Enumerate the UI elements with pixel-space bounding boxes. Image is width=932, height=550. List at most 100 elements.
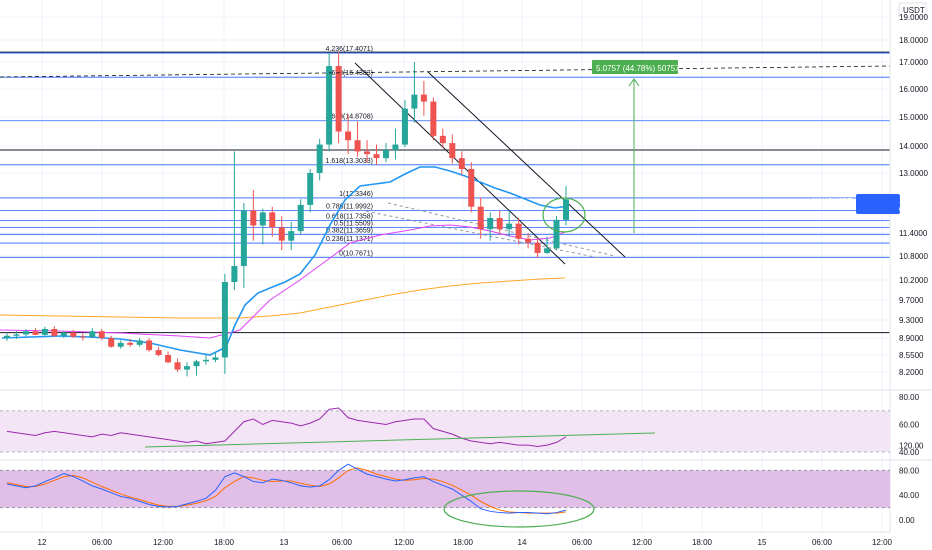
candle-body[interactable] <box>117 342 124 347</box>
target-label: 5.0757 (44.78%) 50757 <box>596 64 680 73</box>
stoch-rsi-pane[interactable]: 120.00 80.00 40.00 0.00 <box>0 442 932 528</box>
stoch-d-line[interactable] <box>6 467 567 514</box>
rsi-tick-label: 60.00 <box>899 421 920 430</box>
candle-body[interactable] <box>401 108 408 145</box>
fib-level-label: 0.382(11.3659) <box>326 227 373 234</box>
candle-body[interactable] <box>278 227 285 241</box>
time-tick-label: 18:00 <box>214 538 235 547</box>
price-tick-label: 9.7000 <box>899 296 924 305</box>
fib-level-label: 0.618(11.7358) <box>326 213 373 220</box>
candle-body[interactable] <box>534 242 541 253</box>
candle-body[interactable] <box>563 199 569 220</box>
time-axis[interactable]: 12 06:00 12:00 18:00 13 06:00 12:00 18:00 14 06:0… <box>0 531 893 547</box>
candle-body[interactable] <box>477 206 484 230</box>
candle-body[interactable] <box>60 332 67 336</box>
candle-body[interactable] <box>146 340 153 351</box>
candle-body[interactable] <box>544 248 551 253</box>
candle-body[interactable] <box>468 168 475 207</box>
target-arrow-icon <box>628 78 640 87</box>
candle-body[interactable] <box>89 331 96 338</box>
candle-body[interactable] <box>525 238 532 243</box>
candle-body[interactable] <box>316 144 323 173</box>
candle-body[interactable] <box>212 357 219 360</box>
candle-body[interactable] <box>506 223 513 230</box>
candle-body[interactable] <box>98 331 105 338</box>
candle-body[interactable] <box>155 350 162 355</box>
candle-body[interactable] <box>259 212 266 226</box>
candle-body[interactable] <box>496 218 503 230</box>
candle-body[interactable] <box>4 335 10 338</box>
rsi-divergence-line[interactable] <box>144 432 656 448</box>
rsi-line[interactable] <box>6 407 567 448</box>
trendline-lower[interactable] <box>427 71 626 258</box>
candle-body[interactable] <box>420 94 427 102</box>
candle-body[interactable] <box>345 131 352 141</box>
price-tick-label: 15.0000 <box>899 113 928 122</box>
candle-body[interactable] <box>458 158 465 169</box>
candle-body[interactable] <box>136 340 143 345</box>
candle-body[interactable] <box>364 151 371 155</box>
candle-body[interactable] <box>430 101 437 136</box>
candle-body[interactable] <box>439 135 446 144</box>
candle-body[interactable] <box>108 338 115 347</box>
price-tick-label: 11.4000 <box>899 229 928 238</box>
last-price-label: 12.3001 <box>899 196 928 205</box>
candle-body[interactable] <box>231 266 238 282</box>
candle-body[interactable] <box>202 359 209 362</box>
fib-level-label: 2.618(14.8708) <box>326 114 373 121</box>
candle-body[interactable] <box>553 219 560 249</box>
candle-body[interactable] <box>335 66 342 132</box>
candle-body[interactable] <box>32 331 39 335</box>
candle-body[interactable] <box>41 329 48 335</box>
annotations[interactable]: 5.0757 (44.78%) 50757 <box>0 60 891 233</box>
last-price-tag: NANOUSDT 12.3001 02:25 <box>813 194 928 214</box>
rsi-pane[interactable]: 80.00 60.00 40.00 <box>0 389 932 457</box>
candle-body[interactable] <box>449 143 456 159</box>
price-tick-label: 13.0000 <box>899 169 928 178</box>
candle-body[interactable] <box>51 329 58 336</box>
candle-body[interactable] <box>70 332 77 337</box>
time-tick-label: 12:00 <box>153 538 174 547</box>
candle-body[interactable] <box>354 140 361 152</box>
candle-body[interactable] <box>288 231 295 241</box>
time-tick-label: 15 <box>758 538 767 547</box>
candle-body[interactable] <box>269 212 276 228</box>
time-tick-label: 13 <box>280 538 289 547</box>
candle-body[interactable] <box>22 331 29 335</box>
stoch-oversold-ellipse[interactable] <box>443 490 595 528</box>
candle-body[interactable] <box>297 204 304 232</box>
candle-body[interactable] <box>487 218 494 230</box>
fib-level-label: 3.618(16.4383) <box>326 70 373 77</box>
stoch-k-line[interactable] <box>6 463 567 515</box>
countdown-label: 02:25 <box>899 205 920 214</box>
fib-level-label: 1.618(13.3033) <box>326 158 373 165</box>
price-tick-label: 19.0000 <box>899 13 928 22</box>
candle-body[interactable] <box>174 362 181 370</box>
candlesticks[interactable] <box>4 52 569 377</box>
candle-body[interactable] <box>392 144 399 151</box>
candle-body[interactable] <box>13 334 20 336</box>
dashed-channel-lower <box>359 209 601 259</box>
breakout-highlight-ellipse[interactable] <box>542 197 586 233</box>
candle-body[interactable] <box>221 282 228 358</box>
price-axis[interactable]: USDT 19.0000 18.0000 17.0000 16.0000 15.0000… <box>889 0 928 532</box>
price-tick-label: 10.8000 <box>899 252 928 261</box>
candle-body[interactable] <box>127 342 134 345</box>
candle-body[interactable] <box>193 361 200 367</box>
candle-body[interactable] <box>307 173 314 205</box>
fibonacci-levels[interactable]: 4.236(17.4071) 3.618(16.4383) 2.618(14.870… <box>0 46 890 258</box>
candle-body[interactable] <box>382 150 389 159</box>
candle-body[interactable] <box>326 66 333 145</box>
time-tick-label: 06:00 <box>92 538 113 547</box>
candle-body[interactable] <box>411 94 418 109</box>
candle-body[interactable] <box>79 336 86 338</box>
candle-body[interactable] <box>373 154 380 159</box>
candle-body[interactable] <box>250 210 257 226</box>
time-tick-label: 06:00 <box>572 538 593 547</box>
candle-body[interactable] <box>165 355 172 363</box>
candle-body[interactable] <box>515 223 522 239</box>
candle-body[interactable] <box>240 210 247 267</box>
time-tick-label: 14 <box>518 538 527 547</box>
candle-body[interactable] <box>184 366 191 370</box>
